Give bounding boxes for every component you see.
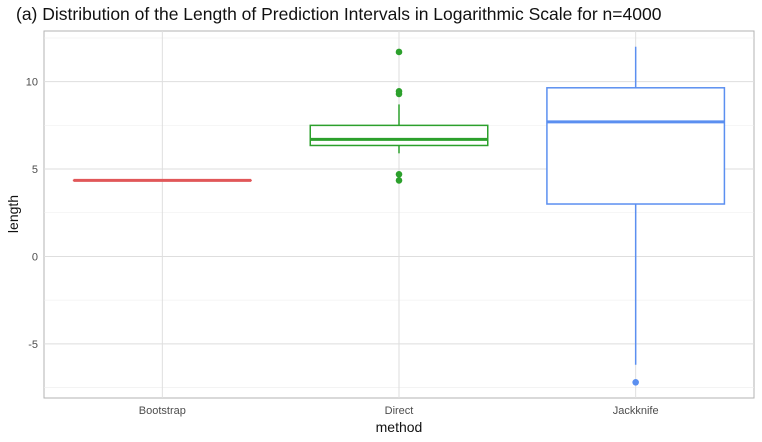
tick-labels: -5 0 5 10 Bootstrap Direct Jackknife xyxy=(26,77,659,417)
box-body xyxy=(309,124,489,147)
box-body xyxy=(546,87,726,205)
y-tick-label: 0 xyxy=(32,251,38,263)
chart-title: (a) Distribution of the Length of Predic… xyxy=(16,4,662,24)
box-direct xyxy=(309,48,489,184)
y-tick-label: 5 xyxy=(32,164,38,176)
x-tick-label: Direct xyxy=(385,405,414,417)
y-axis-title: length xyxy=(5,195,21,233)
x-tick-label: Bootstrap xyxy=(139,405,186,417)
outlier-point xyxy=(632,378,639,386)
outlier-point xyxy=(395,177,403,184)
outlier-point xyxy=(395,171,403,178)
boxes-layer xyxy=(72,46,726,386)
y-tick-label: -5 xyxy=(28,339,38,351)
x-tick-label: Jackknife xyxy=(613,405,659,417)
y-tick-label: 10 xyxy=(26,77,38,89)
box-jackknife xyxy=(546,46,726,386)
outlier-point xyxy=(395,90,403,98)
outlier-point xyxy=(395,48,403,56)
x-axis-title: method xyxy=(376,419,423,435)
